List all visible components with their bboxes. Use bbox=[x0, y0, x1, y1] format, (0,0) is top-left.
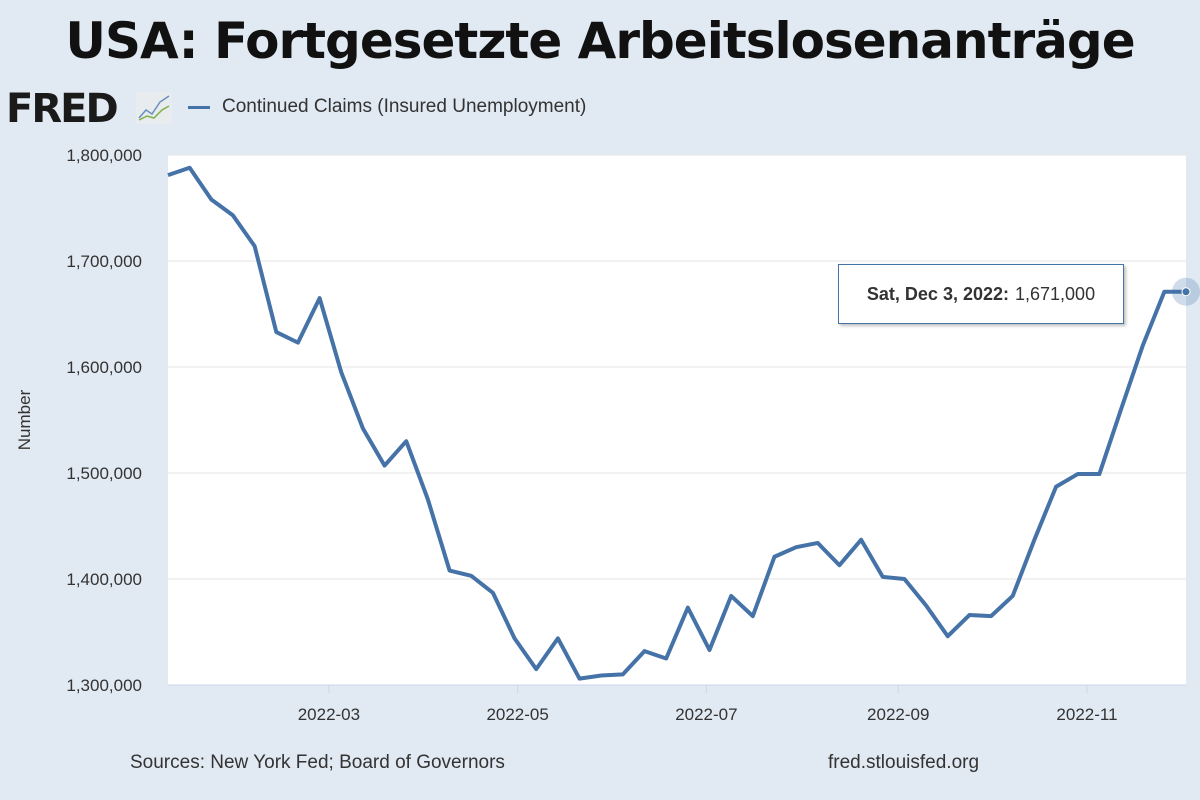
y-axis-label: Number bbox=[15, 389, 34, 450]
chart-legend[interactable]: Continued Claims (Insured Unemployment) bbox=[188, 96, 586, 118]
fred-logo: FRED bbox=[6, 86, 119, 132]
legend-swatch bbox=[188, 105, 210, 109]
y-tick-label: 1,700,000 bbox=[66, 252, 142, 271]
x-tick-label: 2022-09 bbox=[867, 705, 929, 724]
y-tick-label: 1,600,000 bbox=[66, 358, 142, 377]
page-title: USA: Fortgesetzte Arbeitslosenanträge bbox=[65, 12, 1135, 70]
x-tick-label: 2022-03 bbox=[298, 705, 360, 724]
tooltip: Sat, Dec 3, 2022: 1,671,000 bbox=[838, 264, 1124, 324]
x-tick-label: 2022-05 bbox=[486, 705, 548, 724]
x-tick-label: 2022-11 bbox=[1056, 705, 1117, 724]
site-link[interactable]: fred.stlouisfed.org bbox=[828, 752, 980, 773]
series-line bbox=[167, 165, 1186, 681]
hover-point bbox=[1181, 287, 1191, 297]
y-tick-label: 1,400,000 bbox=[66, 570, 142, 589]
legend-label: Continued Claims (Insured Unemployment) bbox=[222, 96, 587, 117]
x-tick-label: 2022-07 bbox=[675, 705, 737, 724]
y-tick-label: 1,500,000 bbox=[66, 464, 142, 483]
chart-trend-icon bbox=[136, 92, 172, 124]
y-tick-label: 1,800,000 bbox=[66, 146, 142, 165]
tooltip-date: Sat, Dec 3, 2022: bbox=[866, 283, 1009, 304]
y-tick-label: 1,300,000 bbox=[66, 676, 142, 695]
source-note: Sources: New York Fed; Board of Governor… bbox=[130, 752, 505, 773]
tooltip-value: 1,671,000 bbox=[1015, 283, 1096, 304]
plot-area bbox=[168, 155, 1186, 685]
